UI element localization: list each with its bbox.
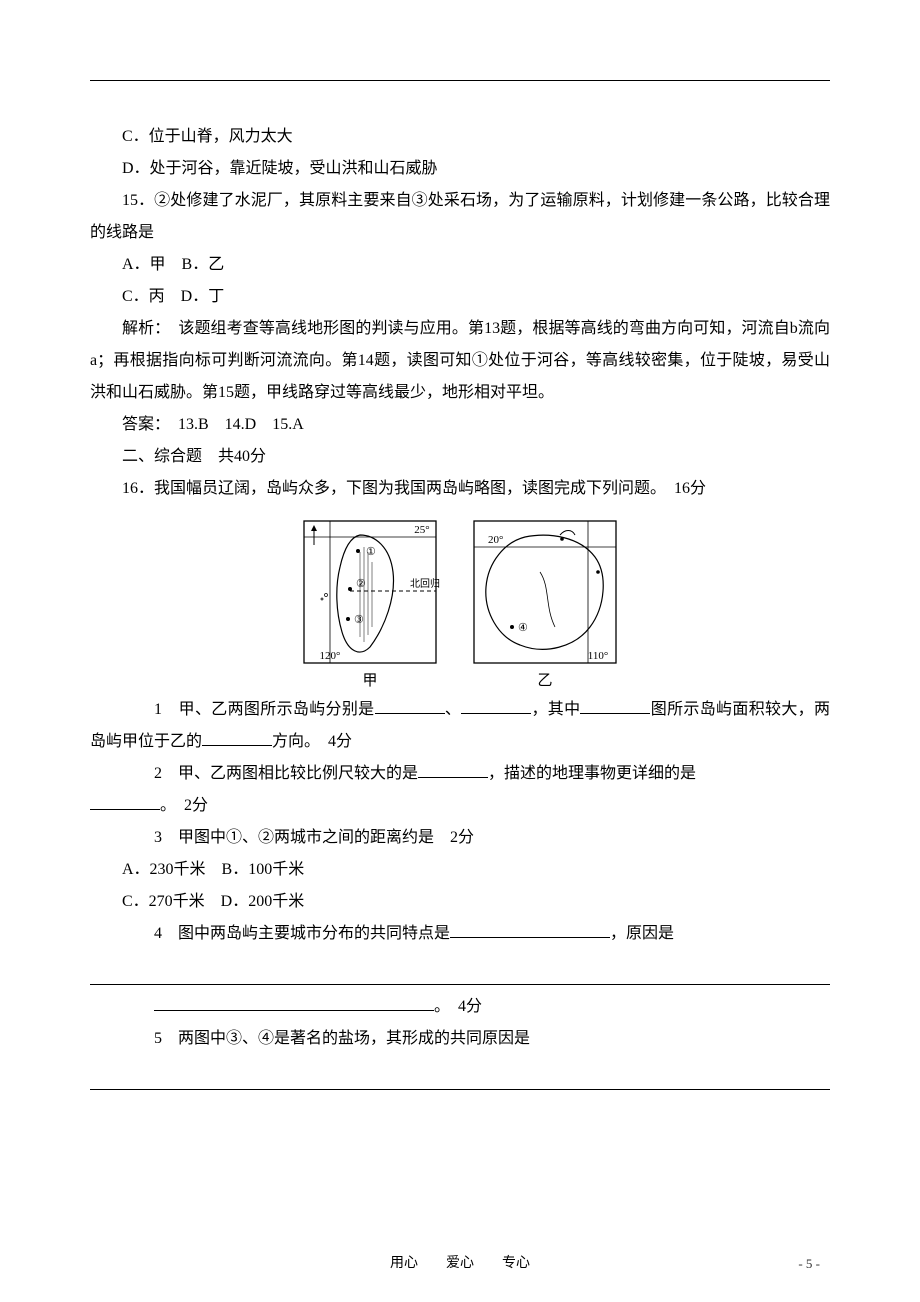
blank-line <box>90 1065 830 1090</box>
q16-2-a: 2 甲、乙两图相比较比例尺较大的是 <box>154 765 418 782</box>
jia-mark-3: ③ <box>354 614 364 626</box>
q15-options-cd: C．丙 D．丁 <box>90 281 830 313</box>
blank <box>154 994 434 1011</box>
map-yi-box: 20° 110° ④ 乙 <box>470 517 620 690</box>
blank <box>90 793 160 810</box>
blank <box>202 729 272 746</box>
map-yi-label: 乙 <box>537 669 552 690</box>
q16-1-e: 方向。 4分 <box>272 733 352 750</box>
q16-5: 5 两图中③、④是著名的盐场，其形成的共同原因是 <box>90 1023 830 1055</box>
page-number: - 5 - <box>798 1256 820 1272</box>
q16-4-tail: 。 4分 <box>90 991 830 1023</box>
q16-2: 2 甲、乙两图相比较比例尺较大的是 ，描述的地理事物更详细的是 <box>90 758 830 790</box>
q14-option-d: D．处于河谷，靠近陡坡，受山洪和山石威胁 <box>90 153 830 185</box>
blank <box>450 921 610 938</box>
q16-3-ab: A．230千米 B．100千米 <box>90 854 830 886</box>
q16-2-c: 。 2分 <box>160 797 208 814</box>
q16-3-cd: C．270千米 D．200千米 <box>90 886 830 918</box>
q16-2-line2: 。 2分 <box>90 790 830 822</box>
q16-4-b: ，原因是 <box>610 925 674 942</box>
yi-mark-4: ④ <box>518 622 528 634</box>
blank <box>580 697 650 714</box>
map-jia-label: 甲 <box>362 669 377 690</box>
q16-1-c: ，其中 <box>531 701 580 718</box>
blank-line <box>90 960 830 985</box>
footer-motto: 用心 爱心 专心 <box>0 1252 920 1272</box>
q16-stem: 16．我国幅员辽阔，岛屿众多，下图为我国两岛屿略图，读图完成下列问题。 16分 <box>90 473 830 505</box>
jia-lat-top: 25° <box>414 524 429 536</box>
tropic-label: 北回归线 <box>410 577 440 590</box>
yi-lat-top: 20° <box>488 534 503 546</box>
yi-lon-right: 110° <box>588 650 609 662</box>
top-rule <box>90 80 830 81</box>
answers-text: 答案： 13.B 14.D 15.A <box>90 409 830 441</box>
q14-option-c: C．位于山脊，风力太大 <box>90 121 830 153</box>
blank <box>461 697 531 714</box>
q16-3: 3 甲图中①、②两城市之间的距离约是 2分 <box>90 822 830 854</box>
q16-4: 4 图中两岛屿主要城市分布的共同特点是 ，原因是 <box>90 918 830 950</box>
section-2-heading: 二、综合题 共40分 <box>90 441 830 473</box>
q15-stem: 15．②处修建了水泥厂，其原料主要来自③处采石场，为了运输原料，计划修建一条公路… <box>90 185 830 249</box>
blank <box>375 697 445 714</box>
jia-mark-1: ① <box>366 546 376 558</box>
q16-1-b: 、 <box>445 701 462 718</box>
q16-1-a: 1 甲、乙两图所示岛屿分别是 <box>154 701 375 718</box>
analysis-text: 解析： 该题组考查等高线地形图的判读与应用。第13题，根据等高线的弯曲方向可知，… <box>90 313 830 409</box>
figure-row: 25° 120° 北回归线 <box>90 517 830 690</box>
jia-mark-2: ② <box>356 578 366 590</box>
map-jia-svg: 25° 120° 北回归线 <box>300 517 440 667</box>
map-jia-box: 25° 120° 北回归线 <box>300 517 440 690</box>
q16-1: 1 甲、乙两图所示岛屿分别是、，其中图所示岛屿面积较大，两岛屿甲位于乙的方向。 … <box>90 694 830 758</box>
q15-options-ab: A．甲 B．乙 <box>90 249 830 281</box>
north-arrow-icon <box>311 525 317 545</box>
q16-4-c: 。 4分 <box>434 998 482 1015</box>
map-yi-svg: 20° 110° ④ <box>470 517 620 667</box>
q16-2-b: ，描述的地理事物更详细的是 <box>488 765 696 782</box>
q16-4-a: 4 图中两岛屿主要城市分布的共同特点是 <box>154 925 450 942</box>
blank <box>418 761 488 778</box>
